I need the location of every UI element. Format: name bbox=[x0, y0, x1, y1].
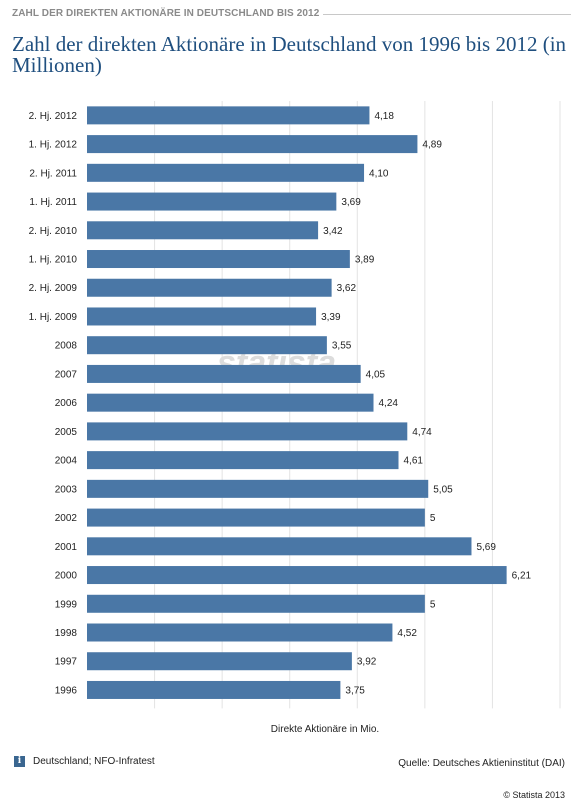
value-label: 3,55 bbox=[332, 341, 352, 352]
source-text: Quelle: Deutsches Aktieninstitut (DAI) bbox=[398, 758, 565, 769]
category-label: 1996 bbox=[55, 685, 78, 696]
info-icon[interactable]: i bbox=[14, 756, 25, 767]
value-label: 6,21 bbox=[512, 571, 532, 582]
category-label: 2003 bbox=[55, 484, 78, 495]
category-label: 1998 bbox=[55, 628, 78, 639]
bar[interactable] bbox=[87, 479, 429, 498]
header-rule bbox=[323, 14, 571, 15]
bar[interactable] bbox=[87, 250, 350, 269]
bar[interactable] bbox=[87, 364, 361, 383]
copyright-text: © Statista 2013 bbox=[503, 790, 565, 800]
value-label: 5,05 bbox=[433, 484, 453, 495]
value-label: 3,89 bbox=[355, 255, 375, 266]
bar[interactable] bbox=[87, 163, 365, 182]
chart-title: Zahl der direkten Aktionäre in Deutschla… bbox=[12, 32, 567, 77]
value-label: 4,52 bbox=[397, 628, 417, 639]
category-label: 2. Hj. 2012 bbox=[29, 111, 78, 122]
category-label: 2000 bbox=[55, 571, 78, 582]
bar[interactable] bbox=[87, 451, 399, 470]
category-label: 2001 bbox=[55, 542, 78, 553]
bar[interactable] bbox=[87, 135, 418, 154]
value-label: 5 bbox=[430, 599, 436, 610]
bar[interactable] bbox=[87, 422, 408, 441]
bar[interactable] bbox=[87, 566, 507, 585]
bars bbox=[87, 106, 507, 699]
bar[interactable] bbox=[87, 278, 332, 297]
category-label: 2. Hj. 2011 bbox=[29, 168, 77, 179]
category-label: 2002 bbox=[55, 513, 78, 524]
value-label: 4,05 bbox=[366, 369, 386, 380]
category-label: 1. Hj. 2009 bbox=[29, 312, 78, 323]
bar[interactable] bbox=[87, 508, 425, 527]
value-label: 4,89 bbox=[422, 140, 442, 151]
bar[interactable] bbox=[87, 537, 472, 556]
value-label: 3,92 bbox=[357, 657, 377, 668]
category-label: 1. Hj. 2012 bbox=[29, 140, 78, 151]
bar[interactable] bbox=[87, 393, 374, 412]
value-label: 3,75 bbox=[345, 685, 365, 696]
header-label: ZAHL DER DIREKTEN AKTIONÄRE IN DEUTSCHLA… bbox=[12, 8, 320, 19]
bar[interactable] bbox=[87, 192, 337, 211]
value-label: 3,42 bbox=[323, 226, 343, 237]
bar[interactable] bbox=[87, 106, 370, 125]
value-label: 5,69 bbox=[476, 542, 496, 553]
bar[interactable] bbox=[87, 623, 393, 642]
category-label: 2005 bbox=[55, 427, 78, 438]
bar[interactable] bbox=[87, 680, 341, 699]
value-label: 4,10 bbox=[369, 168, 389, 179]
labels: 2. Hj. 2012 4,18 1. Hj. 2012 4,89 2. Hj. 201… bbox=[29, 111, 532, 697]
value-label: 4,18 bbox=[374, 111, 394, 122]
category-label: 2. Hj. 2009 bbox=[29, 283, 78, 294]
value-label: 4,74 bbox=[412, 427, 432, 438]
category-label: 1. Hj. 2010 bbox=[29, 255, 78, 266]
bar[interactable] bbox=[87, 336, 327, 355]
category-label: 2006 bbox=[55, 398, 78, 409]
footer-region: i Deutschland; NFO-Infratest bbox=[14, 756, 155, 767]
bar[interactable] bbox=[87, 221, 319, 240]
category-label: 1999 bbox=[55, 599, 78, 610]
category-label: 1. Hj. 2011 bbox=[29, 197, 77, 208]
region-source-text: Deutschland; NFO-Infratest bbox=[33, 756, 155, 767]
x-axis-label: Direkte Aktionäre in Mio. bbox=[270, 724, 380, 735]
value-label: 3,62 bbox=[337, 283, 357, 294]
category-label: 2. Hj. 2010 bbox=[29, 226, 78, 237]
bar[interactable] bbox=[87, 652, 352, 671]
category-label: 2007 bbox=[55, 369, 78, 380]
category-label: 2008 bbox=[55, 341, 78, 352]
bar[interactable] bbox=[87, 594, 425, 613]
value-label: 3,69 bbox=[341, 197, 361, 208]
category-label: 1997 bbox=[55, 657, 78, 668]
value-label: 5 bbox=[430, 513, 436, 524]
bar[interactable] bbox=[87, 307, 317, 326]
value-label: 4,61 bbox=[404, 456, 424, 467]
value-label: 4,24 bbox=[379, 398, 399, 409]
category-label: 2004 bbox=[55, 456, 78, 467]
value-label: 3,39 bbox=[321, 312, 341, 323]
